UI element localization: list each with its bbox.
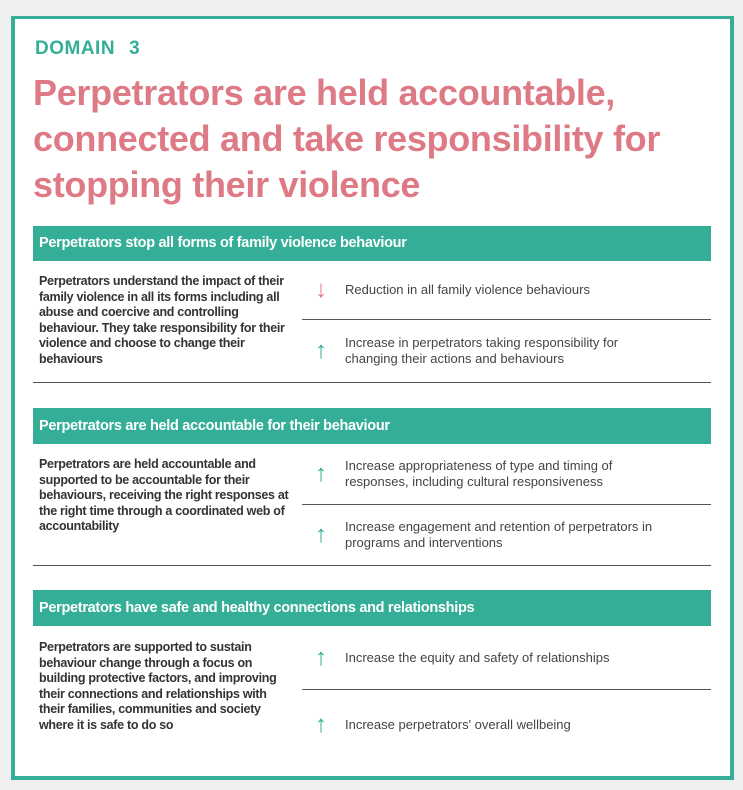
section-body: Perpetrators are supported to sustain be… — [33, 626, 711, 766]
outcome-list: ↓ Reduction in all family violence behavi… — [302, 261, 711, 382]
outcome-item: ↑ Increase appropriateness of type and ti… — [302, 444, 711, 504]
outcome-list: ↑ Increase appropriateness of type and ti… — [302, 444, 711, 565]
arrow-up-icon: ↑ — [315, 521, 327, 548]
page-title: Perpetrators are held accountable, conne… — [33, 72, 661, 205]
arrow-up-icon: ↑ — [315, 711, 327, 738]
outcome-text: Increase the equity and safety of relati… — [345, 649, 610, 665]
outcome-item: ↑ Increase the equity and safety of relat… — [302, 626, 711, 689]
section-heading: Perpetrators stop all forms of family vi… — [33, 226, 711, 261]
arrow-down-icon: ↓ — [315, 276, 327, 303]
section-accountable: Perpetrators are held accountable for th… — [33, 408, 711, 566]
section-stop-violence: Perpetrators stop all forms of family vi… — [33, 226, 711, 383]
domain-number: 3 — [129, 38, 141, 59]
section-body: Perpetrators are held accountable and su… — [33, 444, 711, 566]
outcome-text: Reduction in all family violence behavio… — [345, 282, 590, 297]
outcome-text: Increase in perpetrators taking responsi… — [345, 335, 619, 366]
section-description: Perpetrators are held accountable and su… — [39, 457, 289, 533]
outcome-item: ↓ Reduction in all family violence behavi… — [302, 261, 711, 319]
arrow-up-icon: ↑ — [315, 643, 327, 671]
outcome-list: ↑ Increase the equity and safety of relat… — [302, 626, 711, 760]
domain-label: DOMAIN 3 — [35, 38, 140, 60]
section-description: Perpetrators understand the impact of th… — [39, 274, 285, 366]
outcome-item: ↑ Increase perpetrators' overall wellbein… — [302, 689, 711, 760]
arrow-up-icon: ↑ — [315, 337, 327, 364]
domain-card — [11, 16, 734, 780]
domain-word: DOMAIN — [35, 38, 116, 59]
outcome-item: ↑ Increase engagement and retention of pe… — [302, 504, 711, 565]
section-heading: Perpetrators are held accountable for th… — [33, 408, 711, 444]
outcome-text: Increase engagement and retention of per… — [345, 519, 653, 550]
arrow-up-icon: ↑ — [315, 460, 327, 487]
outcome-text: Increase appropriateness of type and tim… — [345, 458, 613, 489]
section-description: Perpetrators are supported to sustain be… — [39, 640, 277, 732]
section-heading: Perpetrators have safe and healthy conne… — [33, 590, 711, 626]
outcome-item: ↑ Increase in perpetrators taking respons… — [302, 319, 711, 382]
section-body: Perpetrators understand the impact of th… — [33, 261, 711, 383]
section-connections: Perpetrators have safe and healthy conne… — [33, 590, 711, 766]
outcome-text: Increase perpetrators' overall wellbeing — [345, 717, 571, 732]
